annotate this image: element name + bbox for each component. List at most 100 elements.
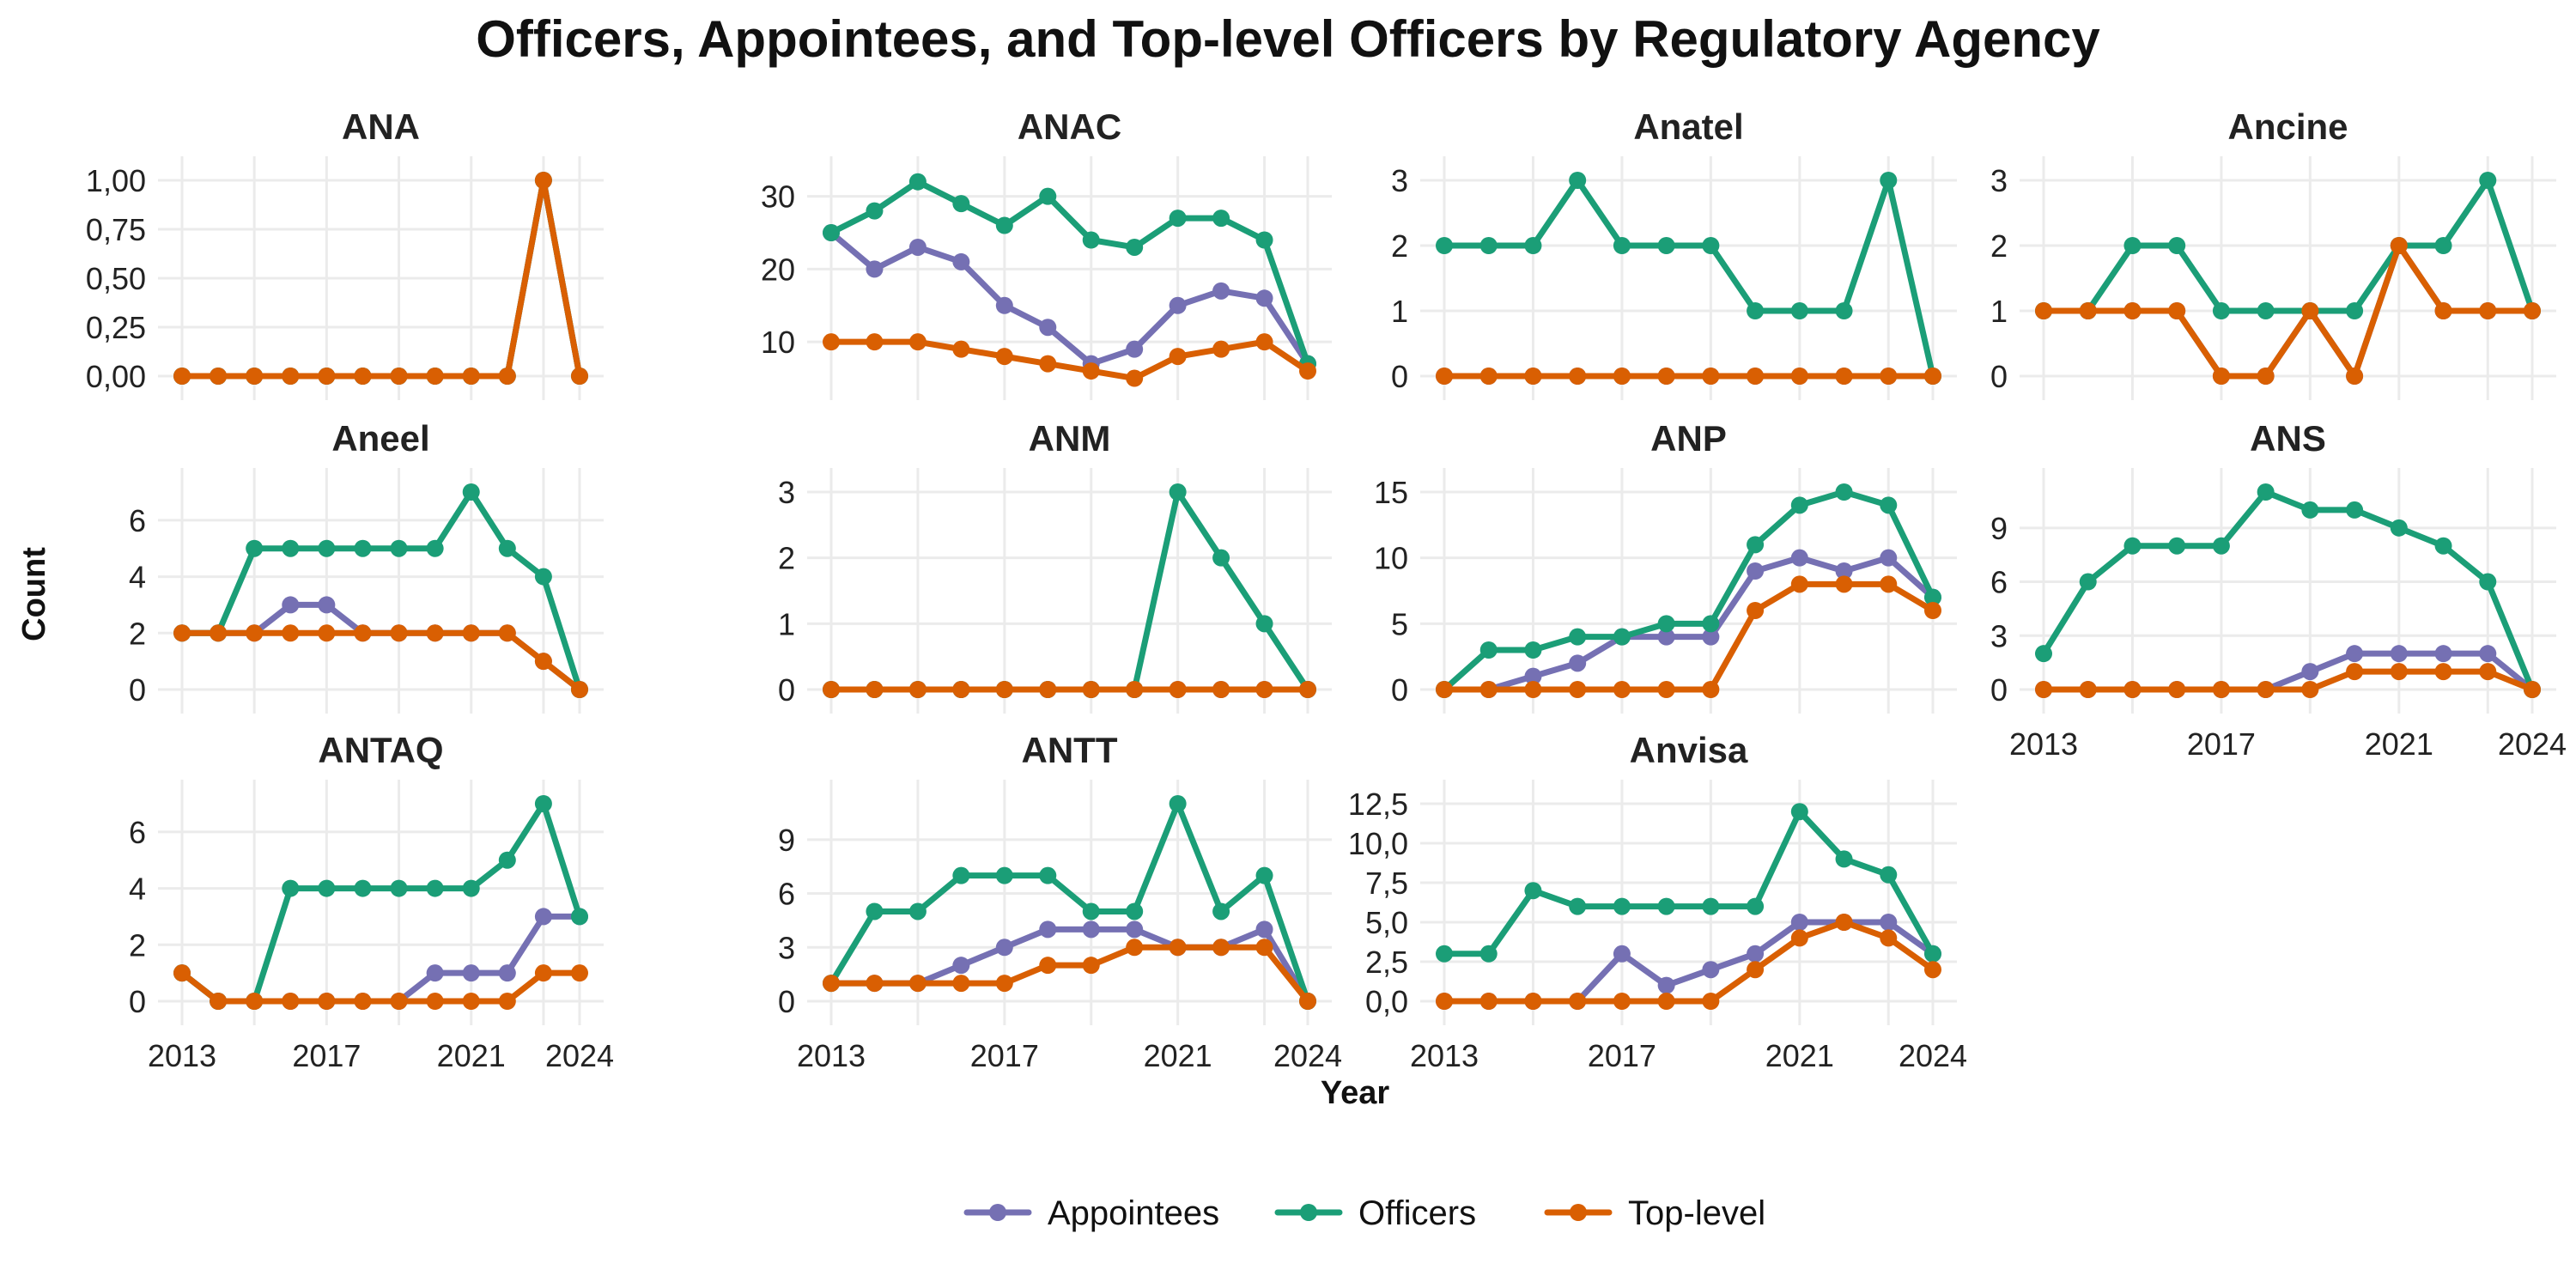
panel-anp: ANP 0 5 10 15 (1374, 418, 1957, 714)
legend-item-appointees: Appointees (963, 1194, 1219, 1232)
panel-title: Aneel (331, 418, 429, 459)
point-officers (426, 539, 444, 557)
point-appointees (2434, 645, 2452, 663)
point-officers (2168, 537, 2186, 555)
x-tick-label: 2013 (148, 1038, 216, 1073)
point-top-level (823, 975, 840, 993)
point-appointees (1835, 562, 1853, 580)
point-officers (823, 224, 840, 242)
point-top-level (282, 993, 300, 1010)
point-top-level (2434, 663, 2452, 681)
panel-anvisa: Anvisa 0,0 2,5 5,0 7,5 10,0 12,5 2013 2017 2021 20… (1348, 730, 1967, 1073)
point-officers (1790, 496, 1808, 514)
panel-antt: ANTT 0 3 6 9 2013 2017 2021 2024 (778, 730, 1342, 1073)
point-top-level (866, 681, 884, 698)
point-officers (952, 195, 970, 213)
legend-key-point (989, 1204, 1006, 1221)
point-officers (1657, 615, 1675, 633)
point-top-level (282, 624, 300, 642)
point-officers (318, 539, 336, 557)
point-top-level (173, 624, 191, 642)
point-top-level (1880, 575, 1898, 593)
point-top-level (318, 993, 336, 1010)
legend-label: Officers (1358, 1194, 1476, 1232)
point-top-level (2168, 302, 2186, 319)
point-top-level (1524, 681, 1542, 698)
y-tick-label: 2 (778, 541, 795, 576)
point-officers (995, 216, 1013, 234)
x-tick-label: 2024 (545, 1038, 614, 1073)
point-officers (1436, 945, 1453, 963)
point-top-level (1082, 681, 1100, 698)
y-tick-label: 15 (1374, 475, 1408, 510)
point-officers (2434, 537, 2452, 555)
point-officers (1790, 803, 1808, 821)
y-tick-label: 6 (129, 503, 146, 538)
panel-aneel: Aneel 0 2 4 6 (129, 418, 604, 714)
y-tick-label: 9 (778, 823, 795, 858)
point-top-level (908, 333, 927, 351)
legend-label: Appointees (1048, 1194, 1219, 1232)
y-tick-label: 1 (1391, 294, 1408, 329)
point-officers (246, 539, 264, 557)
y-tick-label: 2 (1990, 228, 2008, 264)
point-officers (2123, 537, 2142, 555)
point-top-level (1255, 939, 1273, 957)
point-officers (1569, 628, 1587, 646)
panel-title: ANAC (1018, 106, 1121, 147)
point-appointees (1657, 976, 1675, 994)
panel-anac: ANAC 10 20 30 (761, 106, 1332, 400)
x-tick-label: 2013 (797, 1038, 866, 1073)
point-appointees (1702, 961, 1720, 979)
point-top-level (1702, 993, 1720, 1010)
point-officers (1479, 945, 1498, 963)
point-top-level (1479, 993, 1498, 1010)
panel-ans: ANS 0 3 6 9 2013 2017 2021 2024 (1990, 418, 2567, 762)
point-top-level (2212, 368, 2230, 385)
point-officers (1524, 641, 1542, 659)
point-top-level (1747, 961, 1765, 979)
point-officers (1524, 882, 1542, 900)
point-officers (1255, 231, 1273, 249)
series-line-top-level (179, 629, 583, 693)
point-top-level (1613, 993, 1631, 1010)
point-top-level (534, 964, 552, 982)
point-top-level (1255, 681, 1273, 698)
point-top-level (1924, 368, 1941, 385)
point-officers (1039, 187, 1057, 205)
point-officers (354, 879, 372, 897)
y-tick-label: 2 (1391, 228, 1408, 264)
point-top-level (246, 624, 264, 642)
point-officers (1479, 237, 1498, 254)
point-officers (2123, 237, 2142, 254)
point-officers (1524, 237, 1542, 254)
point-top-level (2079, 302, 2097, 319)
facet-panels: ANA0,000,250,500,751,00ANAC102030Anatel0… (86, 106, 2567, 1073)
panel-title: Anvisa (1630, 730, 1748, 770)
point-appointees (1880, 549, 1898, 567)
point-top-level (462, 624, 480, 642)
point-top-level (426, 993, 444, 1010)
point-top-level (1657, 993, 1675, 1010)
point-top-level (173, 368, 191, 385)
point-officers (2434, 237, 2452, 254)
panel-title: Ancine (2227, 106, 2348, 147)
point-appointees (1169, 296, 1187, 314)
point-appointees (952, 252, 970, 270)
legend-label: Top-level (1628, 1194, 1765, 1232)
point-top-level (2524, 302, 2541, 319)
legend-item-top-level: Top-level (1544, 1194, 1765, 1232)
point-top-level (1212, 681, 1230, 698)
point-top-level (1657, 368, 1675, 385)
point-top-level (2390, 237, 2408, 254)
point-officers (908, 173, 927, 191)
point-top-level (1924, 961, 1941, 979)
point-officers (390, 879, 408, 897)
point-officers (2390, 519, 2408, 537)
y-tick-label: 4 (129, 560, 146, 595)
point-officers (1212, 902, 1230, 920)
point-officers (2212, 302, 2230, 319)
point-officers (2079, 573, 2097, 591)
point-officers (1082, 231, 1100, 249)
point-appointees (995, 939, 1013, 957)
